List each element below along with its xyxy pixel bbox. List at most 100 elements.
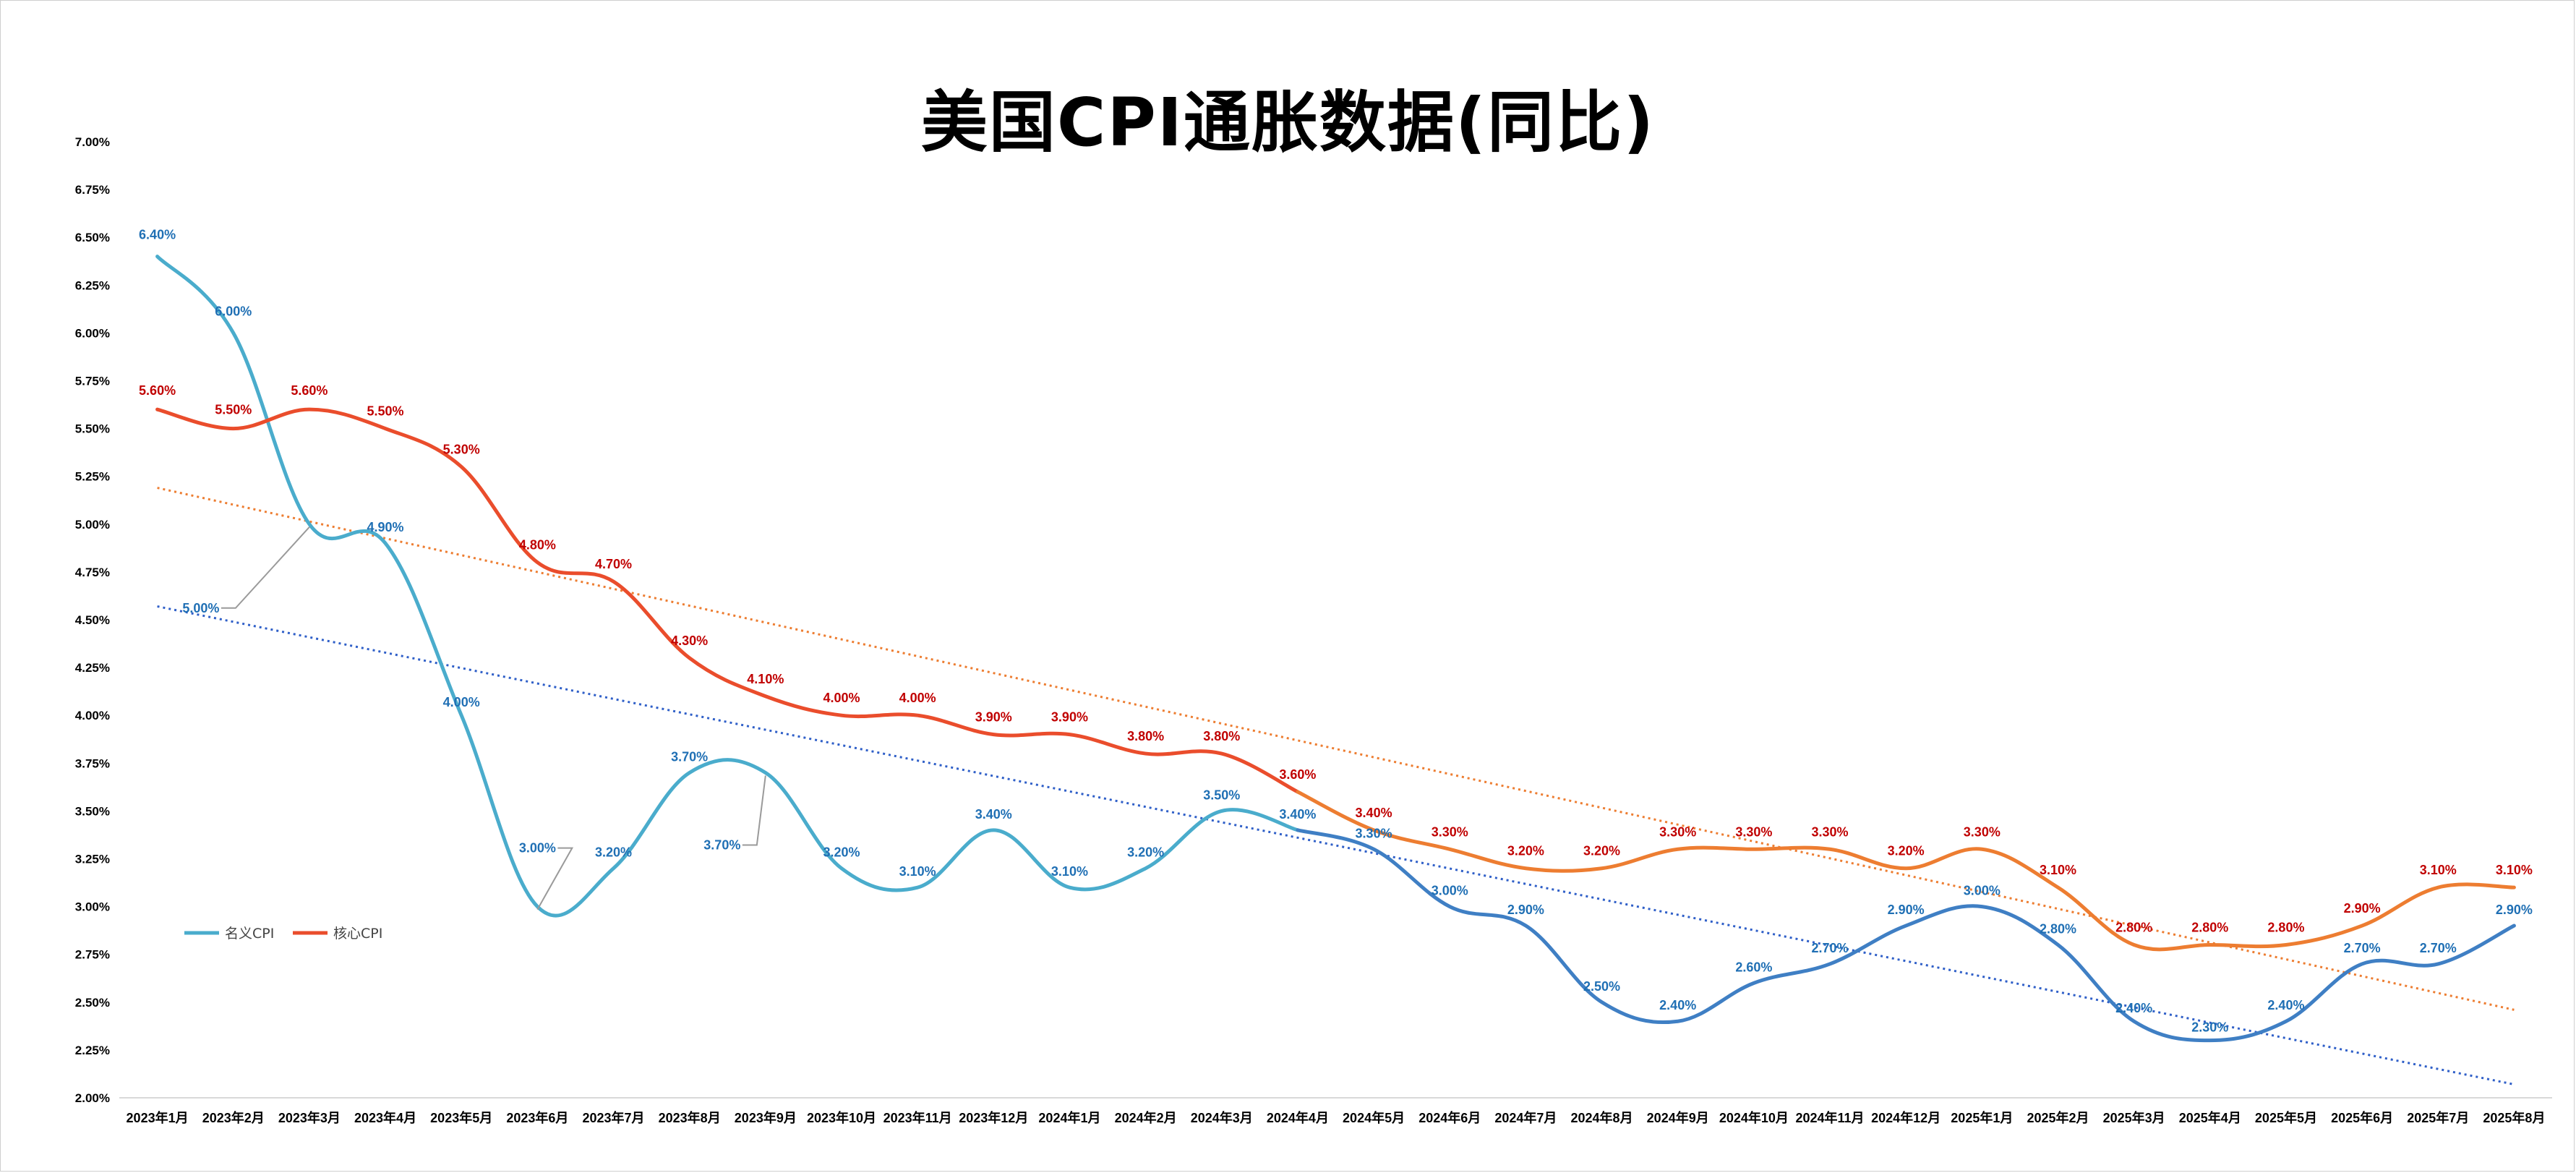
data-label: 3.90% [975, 710, 1012, 725]
x-tick-label: 2025年4月 [2179, 1110, 2241, 1125]
y-tick-label: 2.50% [75, 996, 110, 1010]
leader-line [742, 775, 766, 846]
trendline [157, 487, 2515, 1011]
data-label: 2.80% [2040, 921, 2076, 936]
data-label: 2.90% [1888, 903, 1925, 917]
x-tick-label: 2024年12月 [1871, 1110, 1940, 1125]
series-lines [155, 255, 2516, 1043]
data-label: 3.20% [595, 845, 632, 860]
data-label: 5.50% [215, 403, 252, 417]
data-label: 3.20% [1583, 844, 1620, 858]
data-label: 3.60% [1279, 767, 1316, 782]
x-tick-label: 2023年9月 [735, 1110, 797, 1125]
data-label: 3.90% [1051, 710, 1088, 725]
y-tick-label: 4.50% [75, 613, 110, 627]
x-tick-label: 2023年6月 [506, 1110, 568, 1125]
data-label: 4.30% [671, 634, 708, 648]
data-label: 2.80% [2115, 920, 2152, 934]
data-label: 3.80% [1127, 729, 1164, 743]
data-label: 3.10% [2496, 863, 2533, 877]
chart-title: 美国CPI通胀数据(同比) [920, 84, 1656, 161]
data-label: 3.00% [1964, 884, 2001, 898]
data-label: 6.40% [139, 228, 176, 242]
x-tick-label: 2024年4月 [1267, 1110, 1329, 1125]
x-tick-label: 2025年7月 [2407, 1110, 2469, 1125]
data-label: 3.30% [1356, 826, 1392, 840]
x-tick-label: 2023年11月 [883, 1110, 952, 1125]
x-tick-label: 2023年12月 [959, 1110, 1028, 1125]
data-label: 4.00% [899, 691, 936, 705]
x-tick-label: 2024年1月 [1038, 1110, 1100, 1125]
data-label: 2.70% [2420, 941, 2457, 955]
data-label: 3.70% [671, 750, 708, 764]
data-label: 4.00% [443, 695, 480, 709]
data-label: 3.00% [1432, 884, 1468, 898]
y-tick-label: 7.00% [75, 135, 110, 149]
axes: 2.00% 2.25% 2.50% 2.75% 3.00% 3.25% 3.50% 3.75%… [75, 135, 2552, 1125]
data-labels: 6.40% 6.00% 5.00% 4.90% 4.00% 3.00% 3.20% 3.70%… [139, 228, 2533, 1035]
x-tick-label: 2024年8月 [1571, 1110, 1633, 1125]
y-tick-label: 3.25% [75, 853, 110, 866]
data-label: 2.90% [2344, 901, 2381, 916]
data-label: 2.40% [2267, 998, 2304, 1012]
x-tick-label: 2024年3月 [1191, 1110, 1253, 1125]
data-label: 3.40% [1356, 806, 1392, 820]
data-label: 2.90% [1507, 903, 1544, 917]
data-label: 3.10% [2040, 863, 2076, 877]
data-label: 3.10% [2420, 863, 2457, 877]
y-tick-label: 4.00% [75, 709, 110, 722]
data-label: 4.70% [595, 557, 632, 571]
data-label: 4.00% [823, 691, 860, 705]
data-label: 3.70% [703, 838, 740, 853]
x-tick-label: 2025年3月 [2103, 1110, 2165, 1125]
data-label: 6.00% [215, 304, 252, 318]
data-label: 3.30% [1659, 824, 1696, 839]
series-line-core [155, 407, 1300, 794]
data-label: 3.30% [1964, 824, 2001, 839]
x-tick-label: 2023年1月 [127, 1110, 189, 1125]
data-label: 4.90% [367, 520, 404, 534]
data-label: 2.70% [2344, 941, 2381, 955]
y-tick-label: 5.75% [75, 375, 110, 388]
y-tick-label: 6.50% [75, 231, 110, 244]
legend-label: 名义CPI [225, 926, 274, 942]
x-tick-label: 2024年2月 [1115, 1110, 1177, 1125]
data-label: 2.40% [1659, 998, 1696, 1012]
x-tick-label: 2023年4月 [354, 1110, 416, 1125]
leader-line [221, 526, 310, 609]
legend-label: 核心CPI [333, 926, 382, 942]
x-tick-label: 2025年2月 [2027, 1110, 2089, 1125]
data-label: 3.40% [1279, 807, 1316, 822]
series-line-headline [155, 255, 1300, 918]
data-label: 5.50% [367, 404, 404, 419]
x-tick-label: 2023年10月 [807, 1110, 876, 1125]
series-line-core-late [1296, 790, 2516, 952]
x-tick-label: 2023年7月 [582, 1110, 644, 1125]
x-tick-label: 2023年5月 [430, 1110, 492, 1125]
data-label: 3.20% [1888, 844, 1925, 858]
data-label: 2.60% [1735, 960, 1772, 974]
data-label: 5.30% [443, 442, 480, 456]
x-tick-label: 2023年3月 [278, 1110, 341, 1125]
data-label: 3.10% [899, 864, 936, 879]
data-label: 4.80% [519, 538, 556, 553]
x-tick-label: 2024年11月 [1795, 1110, 1864, 1125]
data-label: 3.00% [519, 841, 556, 856]
x-tick-label: 2024年5月 [1343, 1110, 1405, 1125]
x-tick-label: 2024年6月 [1418, 1110, 1481, 1125]
data-label: 2.70% [1811, 941, 1848, 955]
data-label: 4.10% [747, 672, 784, 686]
legend: 名义CPI 核心CPI [184, 926, 382, 942]
x-tick-label: 2023年8月 [659, 1110, 721, 1125]
y-tick-label: 3.50% [75, 804, 110, 818]
series-line-headline-late [1296, 828, 2516, 1043]
data-label: 3.80% [1203, 729, 1240, 743]
x-tick-label: 2025年8月 [2483, 1110, 2545, 1125]
y-tick-label: 6.00% [75, 326, 110, 340]
trendline [157, 605, 2515, 1085]
data-label: 2.30% [2191, 1020, 2228, 1035]
x-tick-label: 2025年1月 [1951, 1110, 2013, 1125]
y-tick-label: 5.00% [75, 518, 110, 532]
